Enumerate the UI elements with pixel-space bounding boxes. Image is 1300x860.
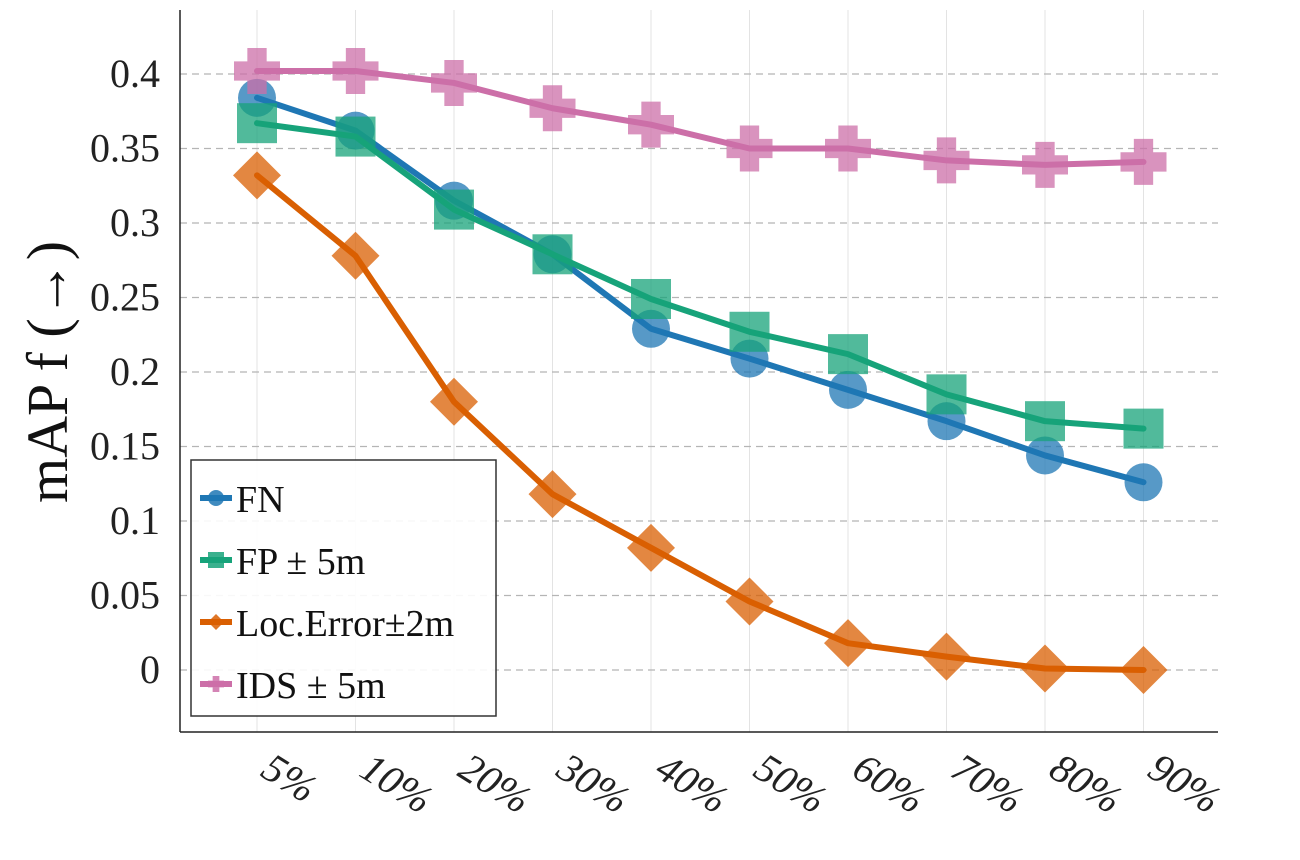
series-layer xyxy=(233,48,1168,694)
data-point xyxy=(1025,401,1065,442)
data-point xyxy=(431,59,477,106)
x-tick-label: 10% xyxy=(353,744,441,823)
x-tick-label: 90% xyxy=(1141,744,1229,823)
series-fp-5m xyxy=(237,103,1164,449)
data-point xyxy=(434,189,474,230)
legend-label: FP ± 5m xyxy=(236,541,365,583)
legend-marker xyxy=(208,490,224,506)
data-point xyxy=(335,116,376,157)
data-point xyxy=(829,370,867,409)
data-point xyxy=(631,278,671,319)
x-tick-label: 80% xyxy=(1042,744,1130,823)
data-point xyxy=(430,377,478,426)
legend-label: IDS ± 5m xyxy=(236,665,386,707)
series-line xyxy=(254,68,1147,168)
data-point xyxy=(627,523,675,572)
legend-label: FN xyxy=(236,479,285,521)
x-tick-label: 30% xyxy=(549,743,638,822)
legend: FN FP ± 5m Loc.Error±2m IDS ± 5m xyxy=(190,459,497,717)
series-line xyxy=(254,120,1147,432)
legend-marker xyxy=(208,552,224,568)
legend-item: FN xyxy=(200,479,285,521)
data-point xyxy=(922,632,971,681)
data-point xyxy=(528,470,577,519)
data-point xyxy=(632,309,670,348)
series-ids-5m xyxy=(234,48,1167,188)
data-point xyxy=(729,311,770,352)
y-tick-label: 0.15 xyxy=(90,424,160,469)
y-tick-label: 0.05 xyxy=(90,573,160,618)
legend-item: IDS ± 5m xyxy=(200,665,386,707)
data-point xyxy=(532,234,573,275)
x-tick-label: 20% xyxy=(451,744,539,823)
y-tick-label: 0.2 xyxy=(110,349,160,394)
axes xyxy=(179,10,1218,733)
legend-marker xyxy=(208,614,224,630)
legend-item: FP ± 5m xyxy=(200,541,365,583)
data-point xyxy=(725,577,774,626)
x-tick-label: 70% xyxy=(944,744,1032,823)
data-point xyxy=(1022,141,1068,188)
data-point xyxy=(1119,646,1168,694)
x-tick-label: 60% xyxy=(845,744,933,823)
data-point xyxy=(331,231,380,280)
x-tick-label: 50% xyxy=(747,744,835,823)
data-point xyxy=(926,374,967,415)
data-point xyxy=(828,334,868,375)
x-tick-label: 40% xyxy=(648,744,736,823)
data-point xyxy=(237,103,277,144)
data-point xyxy=(825,125,871,172)
data-point xyxy=(1124,463,1163,502)
y-tick-label: 0.1 xyxy=(110,498,160,543)
data-point xyxy=(234,48,280,95)
legend-box xyxy=(190,459,497,717)
y-tick-label: 0.4 xyxy=(110,51,160,96)
legend-label: Loc.Error±2m xyxy=(236,603,454,645)
data-point xyxy=(1026,436,1064,475)
data-point xyxy=(923,137,970,184)
data-point xyxy=(1120,138,1167,185)
legend-item: Loc.Error±2m xyxy=(200,603,454,645)
data-point xyxy=(628,101,674,148)
y-tick-label: 0.35 xyxy=(90,126,160,171)
data-point xyxy=(1021,644,1069,693)
series-line xyxy=(254,172,1147,673)
y-tick-label: 0.3 xyxy=(110,200,160,245)
data-point xyxy=(726,125,773,172)
data-point xyxy=(332,48,379,95)
data-point xyxy=(529,85,576,132)
data-point xyxy=(233,151,281,200)
data-point xyxy=(824,619,872,668)
series-line xyxy=(254,94,1147,486)
legend-marker xyxy=(208,676,224,692)
data-point xyxy=(1123,408,1164,449)
y-axis-label: mAP f (→) xyxy=(15,241,80,503)
x-tick-label: 5% xyxy=(254,744,325,812)
series-loc-error-2m xyxy=(233,151,1168,694)
y-tick-label: 0 xyxy=(140,647,160,692)
y-tick-label: 0.25 xyxy=(90,275,160,320)
